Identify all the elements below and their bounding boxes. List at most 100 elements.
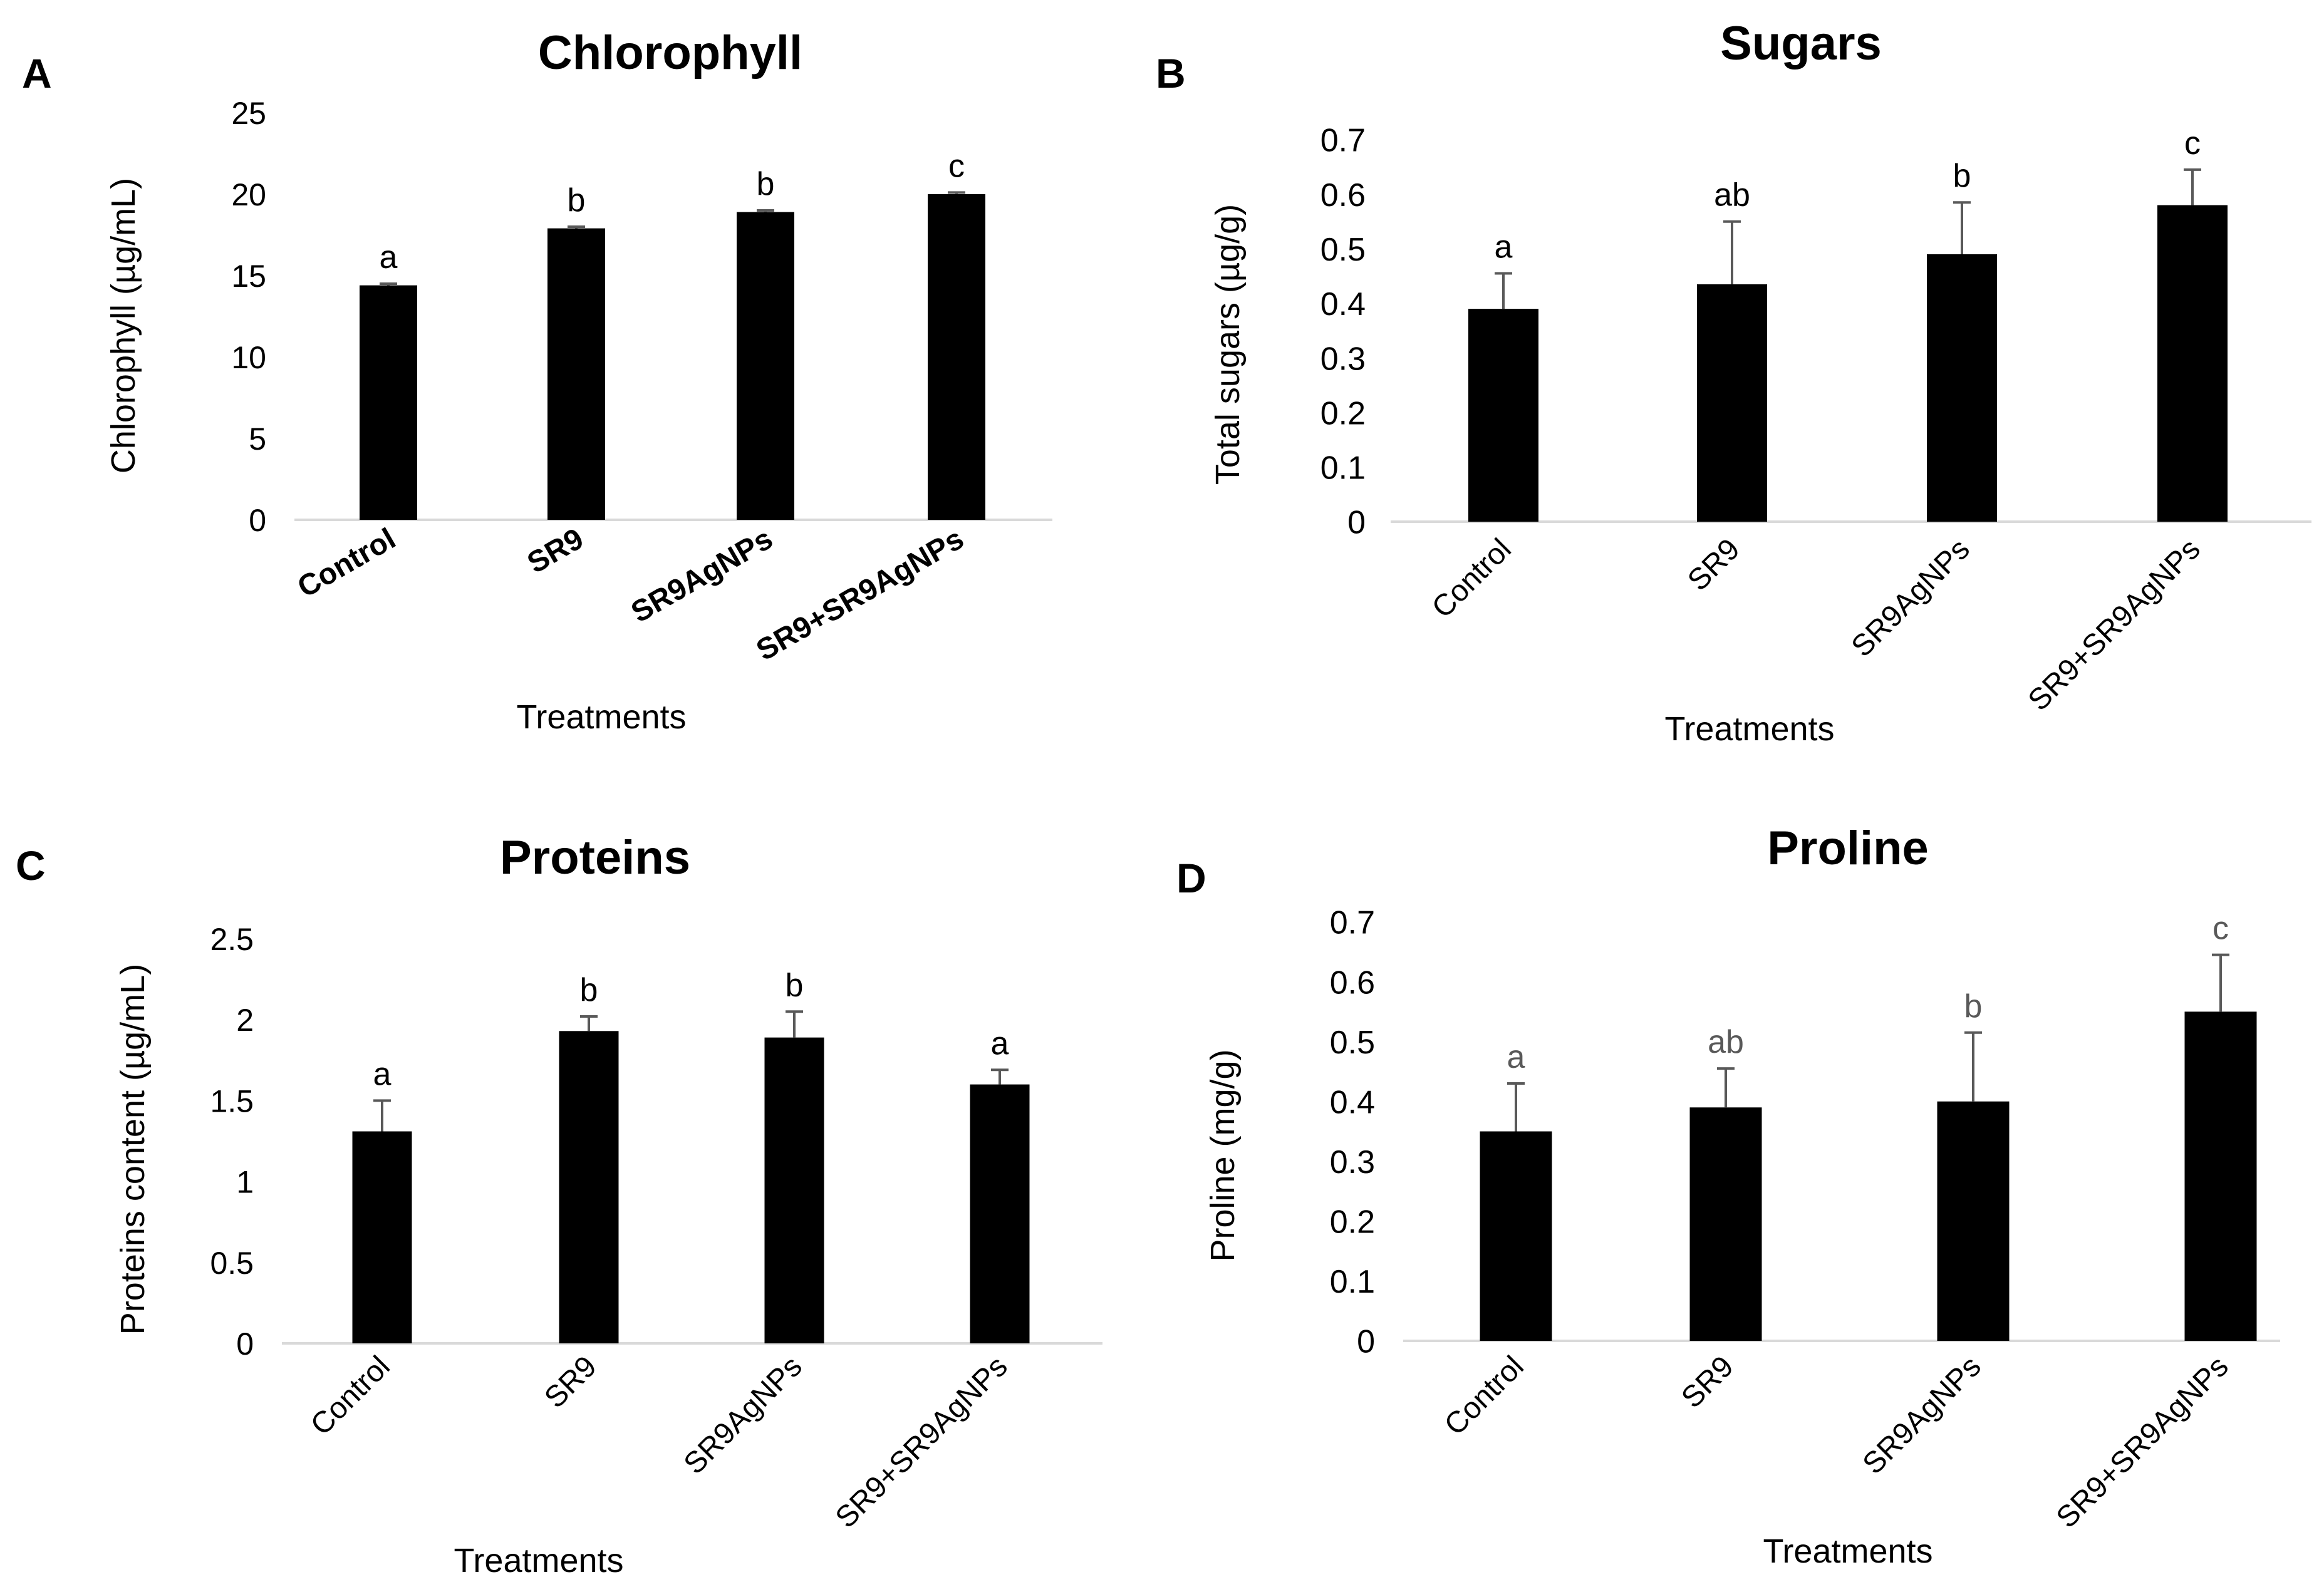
significance-letter: a — [380, 239, 398, 276]
bar — [1927, 254, 1997, 522]
y-tick-label: 0.5 — [1320, 232, 1366, 268]
y-tick-label: 20 — [231, 177, 266, 212]
y-tick-label: 0.1 — [1320, 450, 1366, 487]
category-label: SR9AgNPs — [1845, 532, 1976, 663]
category-label: SR9AgNPs — [1857, 1350, 1988, 1481]
panel-b: B Sugars Total sugars (µg/g) Treatments … — [1156, 17, 2311, 748]
significance-letter: ab — [1708, 1024, 1744, 1060]
category-label: SR9AgNPs — [626, 522, 779, 629]
y-tick-label: 0.5 — [210, 1246, 254, 1281]
panel-b-ylabel: Total sugars (µg/g) — [1209, 204, 1247, 485]
significance-letter: c — [948, 148, 965, 184]
y-tick-label: 0 — [1357, 1324, 1375, 1360]
significance-letter: b — [580, 972, 598, 1008]
y-tick-label: 2 — [236, 1003, 254, 1038]
significance-letter: b — [757, 166, 775, 202]
category-label: Control — [1426, 532, 1518, 624]
panel-c-plot: 0 0.5 1 1.5 2 2.5 a Control b SR9 b SR9AgNPs a SR9+SR… — [210, 922, 1030, 1534]
y-tick-label: 2.5 — [210, 922, 254, 957]
significance-letter: a — [1495, 229, 1513, 266]
bar — [1468, 309, 1538, 522]
category-label: Control — [292, 522, 401, 604]
panel-b-label: B — [1156, 50, 1186, 96]
panel-b-xlabel: Treatments — [1664, 710, 1834, 748]
bar — [559, 1031, 619, 1343]
panel-d-xlabel: Treatments — [1763, 1533, 1932, 1570]
y-tick-label: 0.6 — [1320, 177, 1366, 214]
category-label: SR9+SR9AgNPs — [751, 522, 970, 668]
y-tick-label: 0.3 — [1330, 1144, 1375, 1181]
category-label: Control — [1438, 1350, 1530, 1442]
panel-c-xlabel: Treatments — [454, 1542, 623, 1579]
y-tick-label: 0.6 — [1330, 964, 1375, 1001]
bar — [928, 194, 985, 520]
y-tick-label: 0.5 — [1330, 1025, 1375, 1061]
y-tick-label: 0.3 — [1320, 341, 1366, 377]
panel-c: C Proteins Proteins content (µg/mL) Trea… — [16, 831, 1102, 1579]
significance-letter: ab — [1714, 177, 1750, 214]
significance-letter: a — [1507, 1039, 1525, 1075]
panel-d-label: D — [1176, 855, 1206, 901]
bar — [352, 1131, 412, 1343]
significance-letter: a — [991, 1025, 1009, 1062]
bar — [1689, 1107, 1762, 1341]
category-label: SR9 — [1681, 532, 1746, 597]
y-tick-label: 15 — [231, 259, 266, 294]
bar — [2157, 205, 2228, 522]
category-label: SR9AgNPs — [678, 1350, 809, 1481]
category-label: Control — [304, 1350, 397, 1442]
bar — [547, 228, 605, 520]
bar — [764, 1037, 824, 1343]
y-tick-label: 10 — [231, 340, 266, 375]
bar — [360, 285, 417, 520]
y-tick-label: 0.2 — [1320, 395, 1366, 432]
bar — [1697, 284, 1767, 522]
bar — [970, 1084, 1030, 1343]
panel-c-title: Proteins — [500, 831, 690, 884]
panel-a: A Chlorophyll Chlorophyll (µg/mL) Treatm… — [22, 26, 1052, 736]
panel-a-xlabel: Treatments — [516, 698, 686, 736]
significance-letter: c — [2184, 125, 2201, 162]
significance-letter: a — [373, 1056, 392, 1092]
y-tick-label: 0.7 — [1320, 123, 1366, 159]
panel-c-label: C — [16, 842, 46, 889]
category-label: SR9 — [538, 1350, 603, 1415]
y-tick-label: 0.1 — [1330, 1264, 1375, 1300]
y-tick-label: 1 — [236, 1165, 254, 1200]
panel-d-ylabel: Proline (mg/g) — [1204, 1049, 1242, 1261]
bar — [1480, 1131, 1552, 1341]
panel-d-title: Proline — [1767, 822, 1929, 875]
bar — [737, 212, 794, 520]
panel-d-plot: 0 0.1 0.2 0.3 0.4 0.5 0.6 0.7 a Control ab SR9 b SR9A… — [1330, 905, 2257, 1534]
category-label: SR9+SR9AgNPs — [829, 1350, 1014, 1534]
category-label: SR9+SR9AgNPs — [2022, 532, 2207, 717]
panel-c-ylabel: Proteins content (µg/mL) — [114, 964, 152, 1335]
category-label: SR9+SR9AgNPs — [2050, 1350, 2235, 1534]
panel-a-plot: 0 5 10 15 20 25 a Control b SR9 b SR9AgNPs c SR9+SR9A… — [231, 96, 985, 668]
panel-a-title: Chlorophyll — [538, 26, 802, 80]
panel-a-label: A — [22, 50, 52, 96]
y-tick-label: 0 — [1347, 505, 1366, 541]
panel-d: D Proline Proline (mg/g) Treatments 0 0.1… — [1176, 822, 2280, 1570]
y-tick-label: 0.4 — [1320, 286, 1366, 323]
panel-b-title: Sugars — [1720, 17, 1882, 70]
y-tick-label: 0.2 — [1330, 1204, 1375, 1241]
category-label: SR9 — [1675, 1350, 1740, 1415]
significance-letter: b — [1964, 988, 1983, 1025]
y-tick-label: 0.4 — [1330, 1084, 1375, 1120]
bar — [2184, 1011, 2257, 1341]
y-tick-label: 1.5 — [210, 1083, 254, 1119]
panel-b-plot: 0 0.1 0.2 0.3 0.4 0.5 0.6 0.7 a Control ab SR9 b SR9A… — [1320, 123, 2228, 717]
y-tick-label: 0 — [236, 1326, 254, 1362]
significance-letter: b — [1953, 158, 1971, 194]
significance-letter: b — [786, 967, 804, 1003]
y-tick-label: 0.7 — [1330, 905, 1375, 941]
y-tick-label: 5 — [249, 421, 266, 457]
y-tick-label: 0 — [249, 503, 266, 538]
category-label: SR9 — [522, 522, 589, 581]
panel-a-ylabel: Chlorophyll (µg/mL) — [105, 178, 142, 473]
significance-letter: c — [2212, 911, 2229, 947]
y-tick-label: 25 — [231, 96, 266, 131]
significance-letter: b — [568, 182, 586, 219]
